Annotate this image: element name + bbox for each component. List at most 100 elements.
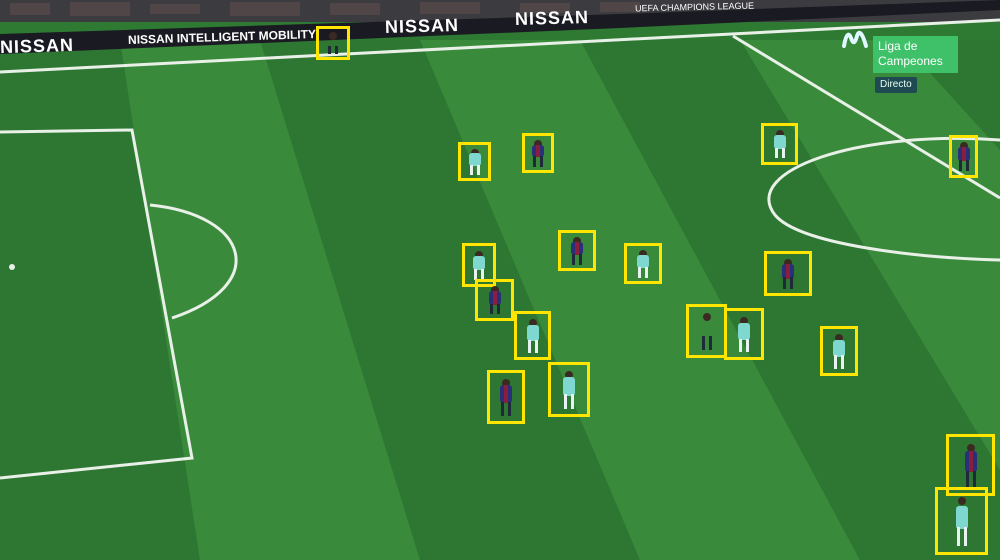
- detection-box: [946, 434, 995, 496]
- player-head: [959, 142, 968, 151]
- detection-box: [487, 370, 525, 424]
- player-head: [329, 32, 337, 41]
- advertising-hoardings: [0, 0, 1000, 54]
- player-head: [639, 250, 647, 259]
- player-legs: [328, 45, 338, 55]
- crowd-texture: [10, 2, 640, 16]
- player-head: [565, 370, 573, 379]
- player-legs: [533, 156, 543, 167]
- away-player: [627, 246, 659, 281]
- home-player: [767, 254, 809, 293]
- player-head: [702, 312, 711, 321]
- detection-box: [548, 362, 590, 417]
- player-legs: [572, 254, 582, 265]
- live-status-badge: Directo: [875, 77, 917, 93]
- player-legs: [701, 335, 712, 351]
- movistar-m-icon: [842, 30, 868, 48]
- player-legs: [739, 338, 749, 353]
- detection-box: [522, 133, 554, 173]
- player-legs: [783, 277, 793, 290]
- player-body: [468, 153, 481, 166]
- detection-box: [462, 243, 496, 287]
- detection-box: [724, 308, 764, 360]
- detection-box: [761, 123, 798, 165]
- home-player: [490, 373, 522, 421]
- player-head: [740, 316, 748, 325]
- player-head: [835, 334, 843, 343]
- player-head: [470, 148, 479, 157]
- detection-box: [514, 311, 551, 360]
- player-head: [784, 258, 792, 267]
- away-player: [938, 490, 985, 552]
- player-body: [833, 340, 845, 357]
- home-player: [478, 282, 511, 318]
- referee-player: [689, 307, 724, 355]
- hoarding-sponsor-right: NISSAN: [514, 7, 590, 29]
- player-body: [473, 255, 485, 270]
- player-legs: [638, 267, 648, 278]
- player-legs: [958, 160, 969, 172]
- home-player: [952, 138, 975, 175]
- home-player: [525, 136, 551, 170]
- player-legs: [956, 527, 967, 546]
- player-head: [957, 497, 966, 506]
- away-player: [551, 365, 587, 414]
- detection-box: [558, 230, 596, 271]
- player-body: [957, 147, 970, 162]
- player-body: [563, 377, 575, 396]
- away-player: [764, 126, 795, 162]
- detection-box: [764, 251, 812, 296]
- player-body: [571, 241, 583, 256]
- player-body: [488, 291, 501, 305]
- detection-box: [949, 135, 978, 178]
- away-player: [461, 145, 488, 178]
- player-body: [964, 451, 977, 473]
- player-legs: [564, 394, 574, 410]
- hoarding-sponsor-center: NISSAN: [384, 14, 460, 38]
- player-body: [738, 322, 750, 340]
- home-player: [949, 437, 992, 493]
- hoarding-sponsor-left: NISSAN: [0, 34, 75, 58]
- player-legs: [474, 268, 484, 281]
- penalty-spot: [9, 264, 15, 270]
- player-legs: [834, 355, 844, 369]
- player-head: [528, 319, 537, 328]
- player-head: [502, 378, 510, 387]
- detection-box: [316, 26, 350, 60]
- player-legs: [527, 339, 538, 353]
- detection-box: [624, 243, 662, 284]
- away-player: [465, 246, 493, 284]
- detection-box: [475, 279, 514, 321]
- player-body: [782, 263, 794, 279]
- player-legs: [489, 303, 500, 315]
- player-body: [701, 319, 713, 337]
- player-head: [775, 130, 784, 139]
- player-legs: [501, 401, 511, 417]
- player-head: [534, 140, 542, 149]
- pitch-lines: [0, 18, 1000, 480]
- player-legs: [774, 147, 785, 159]
- player-head: [475, 250, 483, 259]
- player-body: [955, 505, 968, 530]
- away-player: [517, 314, 548, 357]
- detection-box: [820, 326, 858, 376]
- player-head: [966, 443, 975, 452]
- referee-player: [319, 29, 347, 57]
- player-legs: [965, 470, 976, 488]
- player-body: [532, 144, 544, 158]
- player-body: [526, 324, 539, 342]
- player-legs: [469, 164, 480, 175]
- away-player: [727, 311, 761, 357]
- player-body: [637, 254, 649, 269]
- away-player: [823, 329, 855, 373]
- player-head: [573, 237, 581, 246]
- player-body: [773, 135, 786, 149]
- player-body: [500, 385, 512, 404]
- competition-badge: Liga de Campeones: [873, 36, 958, 73]
- detection-box: [935, 487, 988, 555]
- player-head: [490, 286, 499, 295]
- detection-box: [686, 304, 727, 358]
- home-player: [561, 233, 593, 268]
- detection-box: [458, 142, 491, 181]
